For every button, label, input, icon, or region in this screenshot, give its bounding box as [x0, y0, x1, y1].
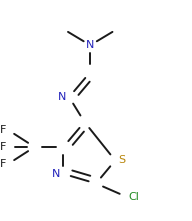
Text: F: F [0, 142, 6, 152]
Text: N: N [52, 169, 60, 179]
Text: F: F [0, 159, 6, 169]
Text: N: N [86, 40, 94, 50]
Text: S: S [118, 155, 125, 166]
Text: N: N [58, 92, 66, 102]
Text: Cl: Cl [129, 192, 140, 202]
Text: F: F [0, 125, 6, 135]
